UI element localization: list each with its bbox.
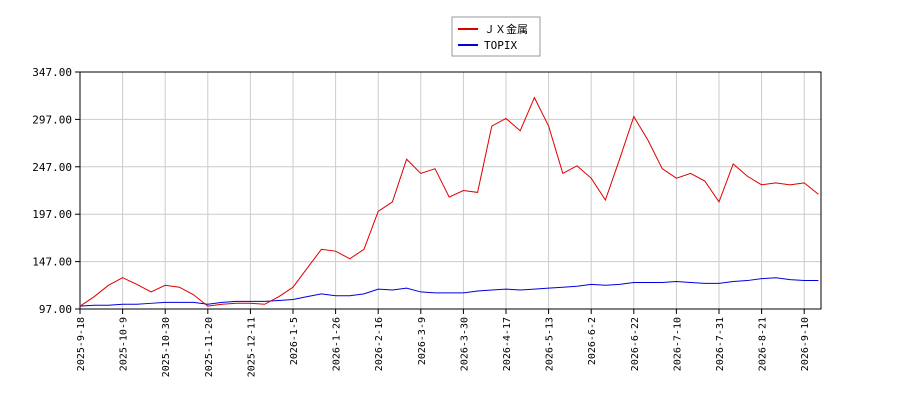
legend-label: ＪＸ金属	[484, 22, 528, 36]
x-tick-label: 2026-1-5	[289, 317, 300, 365]
x-tick-label: 2026-1-26	[332, 317, 343, 371]
plot-area	[80, 72, 821, 309]
y-tick-label: 97.00	[39, 303, 72, 316]
x-tick-label: 2026-6-22	[630, 317, 641, 371]
legend	[451, 16, 541, 57]
y-tick-label: 297.00	[32, 113, 72, 126]
x-tick-label: 2025-12-11	[246, 317, 257, 377]
y-tick-label: 147.00	[32, 256, 72, 269]
x-tick-label: 2026-4-17	[502, 317, 513, 371]
plot-frame	[79, 71, 822, 310]
y-tick-label: 247.00	[32, 161, 72, 174]
y-tick-label: 197.00	[32, 208, 72, 221]
x-tick-label: 2026-9-10	[800, 317, 811, 371]
x-tick-label: 2026-2-16	[374, 317, 385, 371]
series-line	[79, 96, 819, 307]
x-tick-label: 2026-3-30	[459, 317, 470, 371]
legend-box	[451, 16, 541, 57]
x-tick-label: 2025-11-20	[204, 317, 215, 377]
x-tick-label: 2026-3-9	[417, 317, 428, 365]
x-tick-label: 2026-6-2	[587, 317, 598, 365]
legend-label: TOPIX	[484, 39, 517, 52]
x-tick-label: 2026-7-31	[715, 317, 726, 371]
x-tick-label: 2026-7-10	[672, 317, 683, 371]
x-tick-label: 2026-5-13	[545, 317, 556, 371]
x-tick-label: 2025-10-30	[161, 317, 172, 377]
x-tick-label: 2026-8-21	[758, 317, 769, 371]
x-tick-label: 2025-10-9	[119, 317, 130, 371]
x-tick-label: 2025-9-18	[76, 317, 87, 371]
y-tick-label: 347.00	[32, 66, 72, 79]
series-line	[79, 277, 819, 307]
